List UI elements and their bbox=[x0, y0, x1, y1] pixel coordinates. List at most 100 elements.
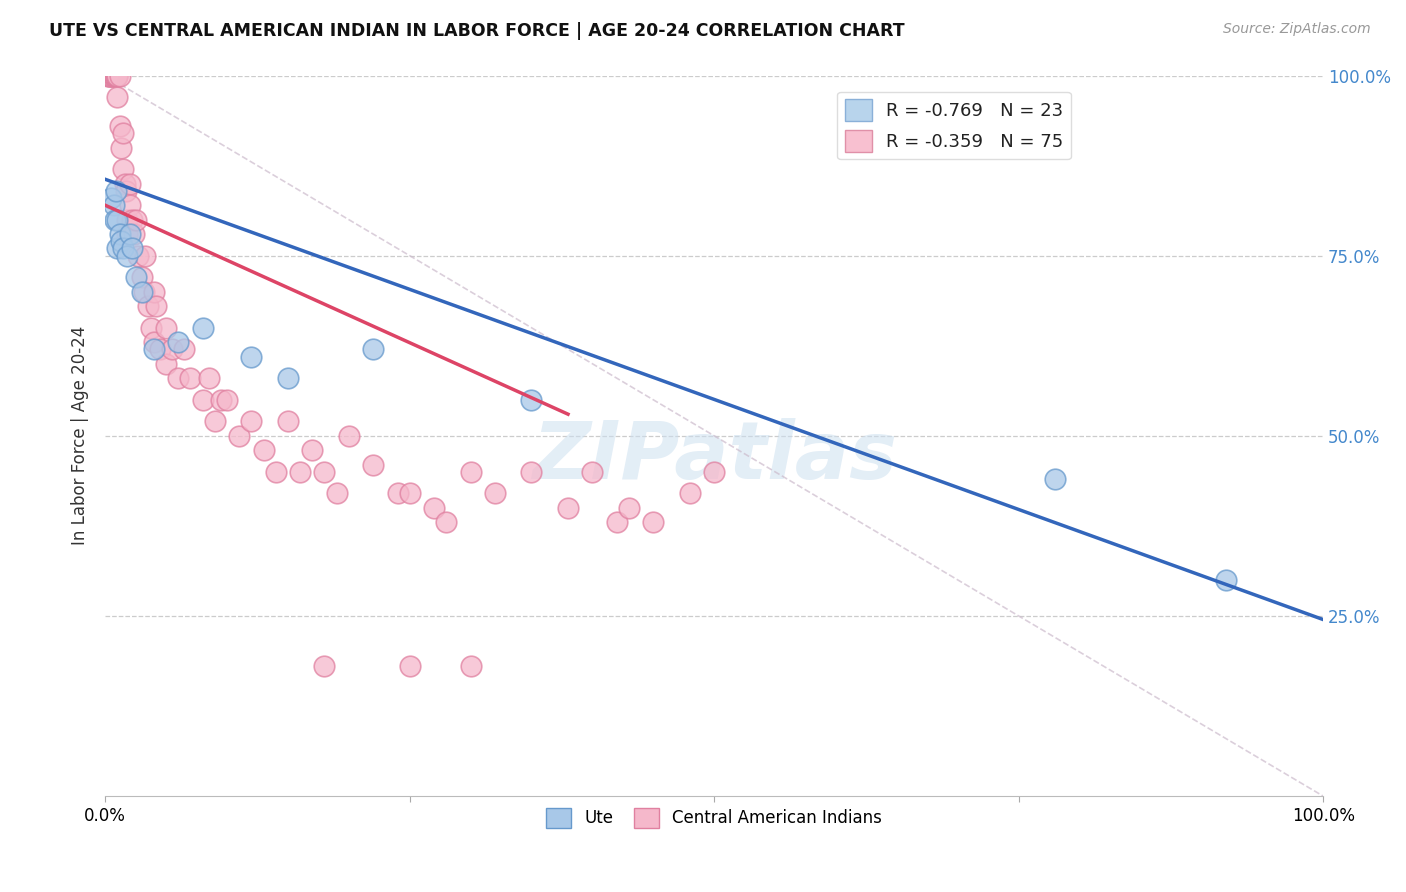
Point bbox=[606, 516, 628, 530]
Point bbox=[398, 659, 420, 673]
Point bbox=[167, 335, 190, 350]
Point bbox=[240, 414, 263, 428]
Point bbox=[108, 119, 131, 133]
Point bbox=[124, 227, 146, 241]
Point bbox=[703, 465, 725, 479]
Point bbox=[105, 184, 128, 198]
Point bbox=[97, 69, 120, 83]
Point bbox=[288, 465, 311, 479]
Point bbox=[460, 465, 482, 479]
Point bbox=[191, 320, 214, 334]
Point bbox=[114, 177, 136, 191]
Point bbox=[104, 69, 127, 83]
Point bbox=[100, 69, 122, 83]
Point bbox=[112, 162, 135, 177]
Point bbox=[173, 343, 195, 357]
Point bbox=[108, 69, 131, 83]
Point bbox=[387, 486, 409, 500]
Point bbox=[97, 69, 120, 83]
Point bbox=[131, 270, 153, 285]
Point bbox=[110, 234, 132, 248]
Point bbox=[121, 212, 143, 227]
Point bbox=[142, 343, 165, 357]
Point bbox=[581, 465, 603, 479]
Point bbox=[108, 227, 131, 241]
Point bbox=[104, 69, 127, 83]
Point bbox=[105, 69, 128, 83]
Point bbox=[264, 465, 287, 479]
Point bbox=[101, 69, 124, 83]
Point bbox=[149, 343, 172, 357]
Point bbox=[1043, 472, 1066, 486]
Point bbox=[361, 343, 384, 357]
Point bbox=[209, 392, 232, 407]
Point bbox=[131, 285, 153, 299]
Point bbox=[98, 69, 121, 83]
Point bbox=[191, 392, 214, 407]
Point bbox=[100, 191, 122, 205]
Point bbox=[155, 320, 177, 334]
Text: Source: ZipAtlas.com: Source: ZipAtlas.com bbox=[1223, 22, 1371, 37]
Point bbox=[337, 429, 360, 443]
Point bbox=[142, 335, 165, 350]
Point bbox=[134, 249, 156, 263]
Point bbox=[121, 242, 143, 256]
Point bbox=[112, 126, 135, 140]
Point bbox=[118, 227, 141, 241]
Point bbox=[484, 486, 506, 500]
Point bbox=[520, 392, 543, 407]
Point bbox=[434, 516, 457, 530]
Point bbox=[204, 414, 226, 428]
Point bbox=[240, 350, 263, 364]
Point bbox=[423, 500, 446, 515]
Point bbox=[104, 212, 127, 227]
Point bbox=[643, 516, 665, 530]
Point bbox=[118, 198, 141, 212]
Point bbox=[314, 659, 336, 673]
Point bbox=[679, 486, 702, 500]
Point bbox=[252, 443, 274, 458]
Point bbox=[155, 357, 177, 371]
Point bbox=[127, 249, 149, 263]
Point bbox=[115, 184, 138, 198]
Point bbox=[398, 486, 420, 500]
Point bbox=[124, 270, 146, 285]
Point bbox=[136, 299, 159, 313]
Point bbox=[141, 320, 163, 334]
Point bbox=[520, 465, 543, 479]
Point bbox=[103, 198, 125, 212]
Point bbox=[361, 458, 384, 472]
Point bbox=[115, 249, 138, 263]
Point bbox=[160, 343, 183, 357]
Point bbox=[215, 392, 238, 407]
Point bbox=[557, 500, 579, 515]
Point bbox=[145, 299, 167, 313]
Point bbox=[110, 140, 132, 154]
Point bbox=[105, 69, 128, 83]
Text: UTE VS CENTRAL AMERICAN INDIAN IN LABOR FORCE | AGE 20-24 CORRELATION CHART: UTE VS CENTRAL AMERICAN INDIAN IN LABOR … bbox=[49, 22, 905, 40]
Point bbox=[105, 242, 128, 256]
Y-axis label: In Labor Force | Age 20-24: In Labor Force | Age 20-24 bbox=[72, 326, 89, 545]
Point bbox=[228, 429, 250, 443]
Point bbox=[314, 465, 336, 479]
Point bbox=[142, 285, 165, 299]
Text: ZIPatlas: ZIPatlas bbox=[531, 418, 897, 497]
Point bbox=[197, 371, 219, 385]
Point bbox=[325, 486, 347, 500]
Point bbox=[105, 69, 128, 83]
Point bbox=[124, 212, 146, 227]
Point bbox=[460, 659, 482, 673]
Point bbox=[103, 69, 125, 83]
Point bbox=[115, 227, 138, 241]
Point bbox=[118, 177, 141, 191]
Point bbox=[167, 371, 190, 385]
Point bbox=[617, 500, 640, 515]
Point bbox=[112, 242, 135, 256]
Point bbox=[277, 371, 299, 385]
Point bbox=[301, 443, 323, 458]
Point bbox=[115, 212, 138, 227]
Point bbox=[105, 212, 128, 227]
Point bbox=[134, 285, 156, 299]
Legend: Ute, Central American Indians: Ute, Central American Indians bbox=[540, 801, 889, 835]
Point bbox=[277, 414, 299, 428]
